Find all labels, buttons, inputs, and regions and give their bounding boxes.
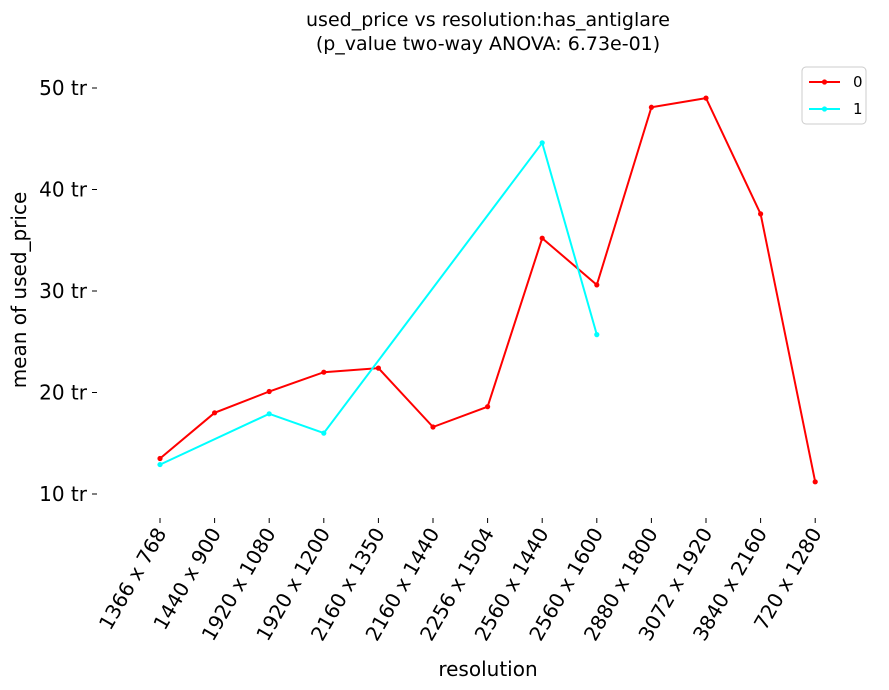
- data-point: [266, 411, 272, 417]
- y-tick-label: 50 tr: [39, 76, 88, 100]
- data-point: [812, 479, 818, 485]
- series-line-1: [159, 140, 598, 466]
- data-point: [321, 369, 327, 375]
- data-point: [157, 455, 163, 462]
- data-point: [375, 365, 381, 371]
- series-layer: [157, 95, 818, 485]
- data-point: [703, 95, 709, 101]
- data-point: [758, 211, 764, 217]
- y-axis-label: mean of used_price: [7, 192, 31, 389]
- y-tick-label: 30 tr: [39, 279, 88, 303]
- y-axis: 10 tr 20 tr 30 tr 40 tr 50 tr: [39, 76, 97, 506]
- data-point: [430, 424, 436, 430]
- y-tick-label: 40 tr: [39, 178, 88, 202]
- data-point: [594, 332, 600, 338]
- data-point: [539, 140, 545, 146]
- data-point: [266, 388, 272, 395]
- series-line-0: [159, 96, 817, 482]
- x-axis-label: resolution: [438, 657, 537, 681]
- chart-subtitle: (p_value two-way ANOVA: 6.73e-01): [316, 33, 660, 55]
- data-point: [212, 410, 218, 416]
- data-point: [594, 282, 600, 288]
- legend-marker: [821, 106, 828, 112]
- y-tick-label: 20 tr: [39, 381, 88, 405]
- legend-label: 0: [853, 73, 863, 91]
- data-point: [539, 235, 545, 241]
- legend: 01: [801, 66, 867, 125]
- legend-label: 1: [853, 100, 863, 118]
- y-tick-label: 10 tr: [39, 482, 88, 506]
- data-point: [157, 461, 163, 468]
- data-point: [648, 104, 655, 110]
- chart-title: used_price vs resolution:has_antiglare: [306, 9, 670, 31]
- data-point: [321, 430, 327, 436]
- legend-marker: [821, 79, 828, 85]
- data-point: [485, 404, 491, 410]
